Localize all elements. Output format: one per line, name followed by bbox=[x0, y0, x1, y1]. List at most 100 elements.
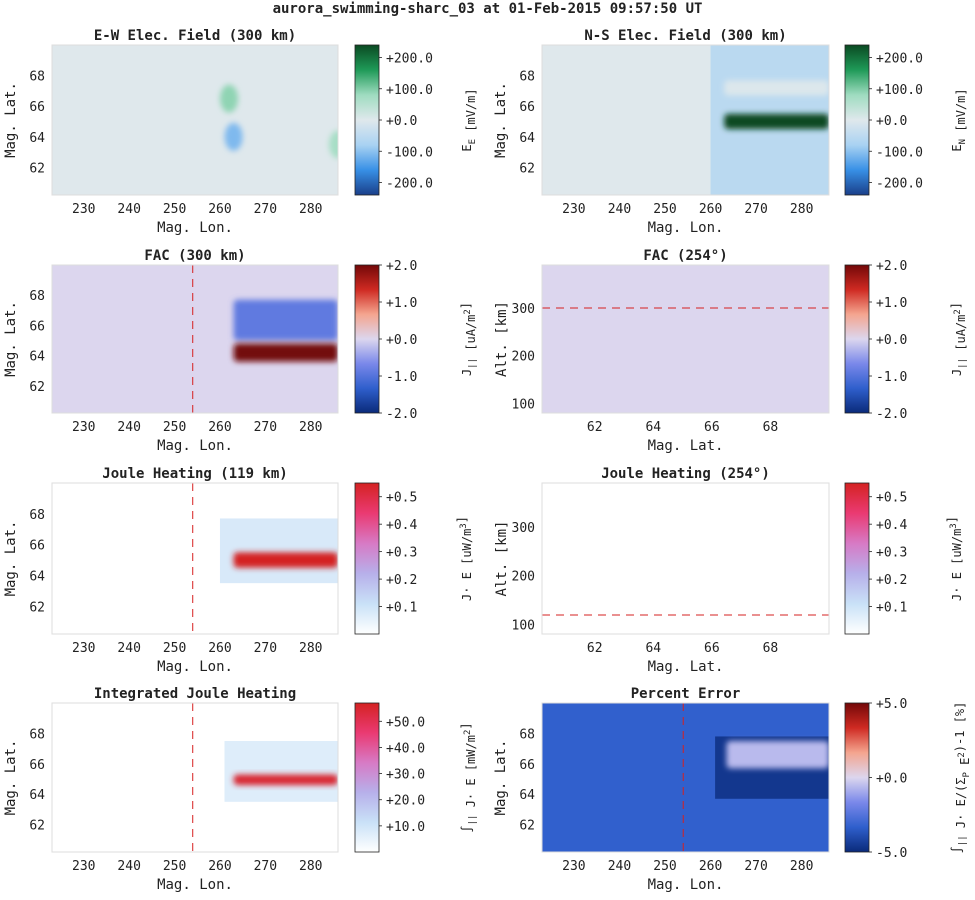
colorbar-tick-label: +2.0 bbox=[386, 259, 417, 274]
heatmap-background bbox=[542, 483, 829, 634]
x-tick-label: 250 bbox=[163, 641, 186, 656]
colorbar-tick-label: +40.0 bbox=[386, 741, 425, 756]
x-tick-label: 250 bbox=[163, 202, 186, 217]
x-tick-label: 64 bbox=[645, 641, 661, 656]
colorbar-tick-label: +1.0 bbox=[386, 296, 417, 311]
x-tick-label: 64 bbox=[645, 420, 661, 435]
colorbar-tick-label: +30.0 bbox=[386, 768, 425, 783]
plot-frame bbox=[541, 702, 830, 853]
colorbar-label: ∫|| J· E [mW/m2] bbox=[459, 722, 478, 832]
colorbar-tick-label: +0.0 bbox=[386, 114, 417, 129]
y-axis-label: Mag. Lat. bbox=[493, 740, 509, 816]
panel-4: FAC (254°) 62 64 66 68 Mag. Lat. 100 200 300Alt.… bbox=[494, 248, 968, 454]
colorbar-tick-label: -2.0 bbox=[876, 407, 907, 422]
y-tick-label: 64 bbox=[29, 788, 45, 803]
colorbar-tick-label: +0.1 bbox=[876, 601, 907, 616]
feature-band bbox=[233, 343, 338, 362]
colorbar-label: J|| [uA/m2] bbox=[949, 302, 968, 376]
x-tick-label: 240 bbox=[117, 641, 140, 656]
x-tick-label: 260 bbox=[208, 202, 231, 217]
colorbar-tick-label: +0.0 bbox=[876, 772, 907, 787]
colorbar-tick-label: +0.5 bbox=[876, 491, 907, 506]
colorbar-tick-label: +0.4 bbox=[876, 518, 907, 533]
feature-region bbox=[219, 518, 338, 584]
heatmap-features bbox=[542, 703, 829, 852]
figure-title: aurora_swimming-sharc_03 at 01-Feb-2015 … bbox=[272, 1, 703, 17]
colorbar-tick-label: +50.0 bbox=[386, 715, 425, 730]
colorbar-label: EN [mV/m] bbox=[950, 88, 968, 151]
colorbar-tick-label: +0.0 bbox=[876, 333, 907, 348]
colorbar-tick-label: +10.0 bbox=[386, 820, 425, 835]
x-axis-label: Mag. Lon. bbox=[157, 220, 233, 236]
y-axis-label: Mag. Lat. bbox=[3, 82, 19, 158]
x-tick-label: 230 bbox=[72, 202, 95, 217]
x-tick-label: 250 bbox=[653, 859, 676, 874]
feature-band bbox=[233, 552, 338, 568]
colorbar-label: J· E [uW/m3] bbox=[455, 516, 474, 601]
feature-blob bbox=[220, 84, 239, 113]
heatmap-background bbox=[52, 45, 338, 195]
colorbar: +0.5 +0.4 +0.3 +0.2 +0.1 J· E [uW/m3] bbox=[844, 482, 964, 635]
panel-title: Joule Heating (254°) bbox=[601, 466, 770, 482]
x-tick-label: 270 bbox=[744, 859, 767, 874]
plot-frame bbox=[51, 702, 339, 853]
feature-band bbox=[724, 80, 829, 96]
y-tick-label: 64 bbox=[29, 569, 45, 584]
colorbar-tick-label: -200.0 bbox=[386, 177, 433, 192]
colorbar-tick-label: +0.3 bbox=[876, 546, 907, 561]
x-tick-label: 66 bbox=[704, 641, 720, 656]
panel-7: Integrated Joule Heating 230 240 250 260 270 2… bbox=[3, 686, 478, 893]
colorbar-tick-label: -5.0 bbox=[876, 846, 907, 861]
y-tick-label: 68 bbox=[519, 70, 535, 85]
x-tick-label: 240 bbox=[117, 859, 140, 874]
colorbar-tick-label: +200.0 bbox=[876, 52, 923, 67]
x-tick-label: 62 bbox=[587, 641, 603, 656]
x-tick-label: 240 bbox=[117, 202, 140, 217]
x-tick-label: 270 bbox=[744, 202, 767, 217]
x-tick-label: 62 bbox=[587, 420, 603, 435]
y-tick-label: 62 bbox=[519, 819, 535, 834]
colorbar-tick-label: +0.0 bbox=[386, 333, 417, 348]
panel-2: N-S Elec. Field (300 km) 230 240 250 260 270 2… bbox=[493, 28, 968, 236]
y-tick-label: 200 bbox=[512, 570, 535, 585]
colorbar: +2.0 +1.0 +0.0 -1.0 -2.0 J|| [uA/m2] bbox=[354, 259, 478, 422]
y-tick-label: 68 bbox=[29, 70, 45, 85]
y-tick-label: 68 bbox=[519, 727, 535, 742]
y-tick-label: 66 bbox=[29, 539, 45, 554]
panel-5: Joule Heating (119 km) 230 240 250 260 270 280… bbox=[3, 466, 474, 675]
colorbar-tick-label: +200.0 bbox=[386, 52, 433, 67]
y-tick-label: 62 bbox=[29, 380, 45, 395]
y-tick-label: 64 bbox=[519, 788, 535, 803]
y-axis-label: Alt. [km] bbox=[494, 521, 510, 597]
colorbar-tick-label: +2.0 bbox=[876, 259, 907, 274]
colorbar-gradient bbox=[354, 702, 380, 853]
feature-blob bbox=[224, 122, 243, 151]
x-tick-label: 280 bbox=[299, 420, 322, 435]
colorbar-tick-label: +0.3 bbox=[386, 546, 417, 561]
x-tick-label: 68 bbox=[763, 420, 779, 435]
colorbar-label: ∫|| J· E/(ΣP E2)-1 [%] bbox=[950, 702, 972, 854]
colorbar-gradient bbox=[354, 264, 380, 414]
heatmap-features bbox=[233, 299, 338, 362]
colorbar-tick-label: -200.0 bbox=[876, 177, 923, 192]
panel-title: E-W Elec. Field (300 km) bbox=[94, 28, 296, 44]
colorbar-tick-label: +0.5 bbox=[386, 491, 417, 506]
y-tick-label: 66 bbox=[519, 758, 535, 773]
colorbar-tick-label: +0.0 bbox=[876, 114, 907, 129]
y-tick-label: 100 bbox=[512, 618, 535, 633]
y-tick-label: 66 bbox=[29, 100, 45, 115]
heatmap-background bbox=[542, 265, 829, 413]
colorbar-tick-label: -1.0 bbox=[386, 370, 417, 385]
y-axis-label: Mag. Lat. bbox=[493, 82, 509, 158]
x-tick-label: 260 bbox=[208, 859, 231, 874]
colorbar-tick-label: +0.2 bbox=[386, 573, 417, 588]
panel-1: E-W Elec. Field (300 km) 230 240 250 260 270 2… bbox=[3, 28, 478, 236]
colorbar: +2.0 +1.0 +0.0 -1.0 -2.0 J|| [uA/m2] bbox=[844, 259, 968, 422]
panel-title: Percent Error bbox=[631, 686, 741, 702]
panel-8: Percent Error 230 240 250 260 270 280 Mag. Lon.… bbox=[493, 686, 972, 893]
x-tick-label: 260 bbox=[208, 420, 231, 435]
colorbar-tick-label: +100.0 bbox=[386, 83, 433, 98]
x-tick-label: 250 bbox=[163, 420, 186, 435]
colorbar-gradient bbox=[354, 44, 380, 196]
